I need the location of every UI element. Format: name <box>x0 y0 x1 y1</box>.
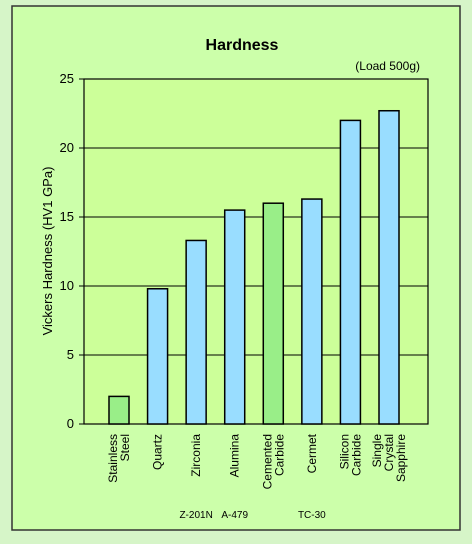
x-tick-label: Silicon <box>337 434 351 469</box>
y-tick-label: 0 <box>67 416 74 431</box>
y-tick-label: 20 <box>60 140 74 155</box>
x-tick-label: Sapphire <box>394 434 408 482</box>
y-tick-label: 25 <box>60 71 74 86</box>
y-tick-label: 15 <box>60 209 74 224</box>
x-sublabel: A-479 <box>221 510 248 521</box>
chart-title: Hardness <box>206 37 279 54</box>
bar <box>185 239 207 425</box>
bar <box>223 209 246 425</box>
x-tick-label: Quartz <box>151 434 165 470</box>
x-tick-label: Single <box>370 434 384 468</box>
y-tick-label: 5 <box>67 347 74 362</box>
x-tick-label: Steel <box>118 434 132 461</box>
x-tick-label: Carbide <box>349 434 363 476</box>
y-axis-label: Vickers Hardness (HV1 GPa) <box>40 167 55 336</box>
subtitle: (Load 500g) <box>355 59 420 73</box>
bar <box>262 202 285 425</box>
bar <box>108 395 130 425</box>
bar <box>378 109 400 425</box>
x-sublabel: TC-30 <box>298 510 326 521</box>
bar <box>146 288 169 425</box>
x-sublabel: Z-201N <box>179 510 212 521</box>
x-tick-label: Crystal <box>382 434 396 471</box>
y-tick-label: 10 <box>60 278 74 293</box>
x-tick-label: Zirconia <box>189 434 203 477</box>
plot-area <box>83 78 429 425</box>
bar <box>301 198 323 425</box>
bar <box>339 119 362 425</box>
x-tick-label: Cermet <box>305 433 319 473</box>
x-tick-label: Carbide <box>272 434 286 476</box>
x-tick-label: Cemented <box>260 434 274 489</box>
x-tick-label: Stainless <box>106 434 120 483</box>
x-tick-label: Alumina <box>228 434 242 478</box>
